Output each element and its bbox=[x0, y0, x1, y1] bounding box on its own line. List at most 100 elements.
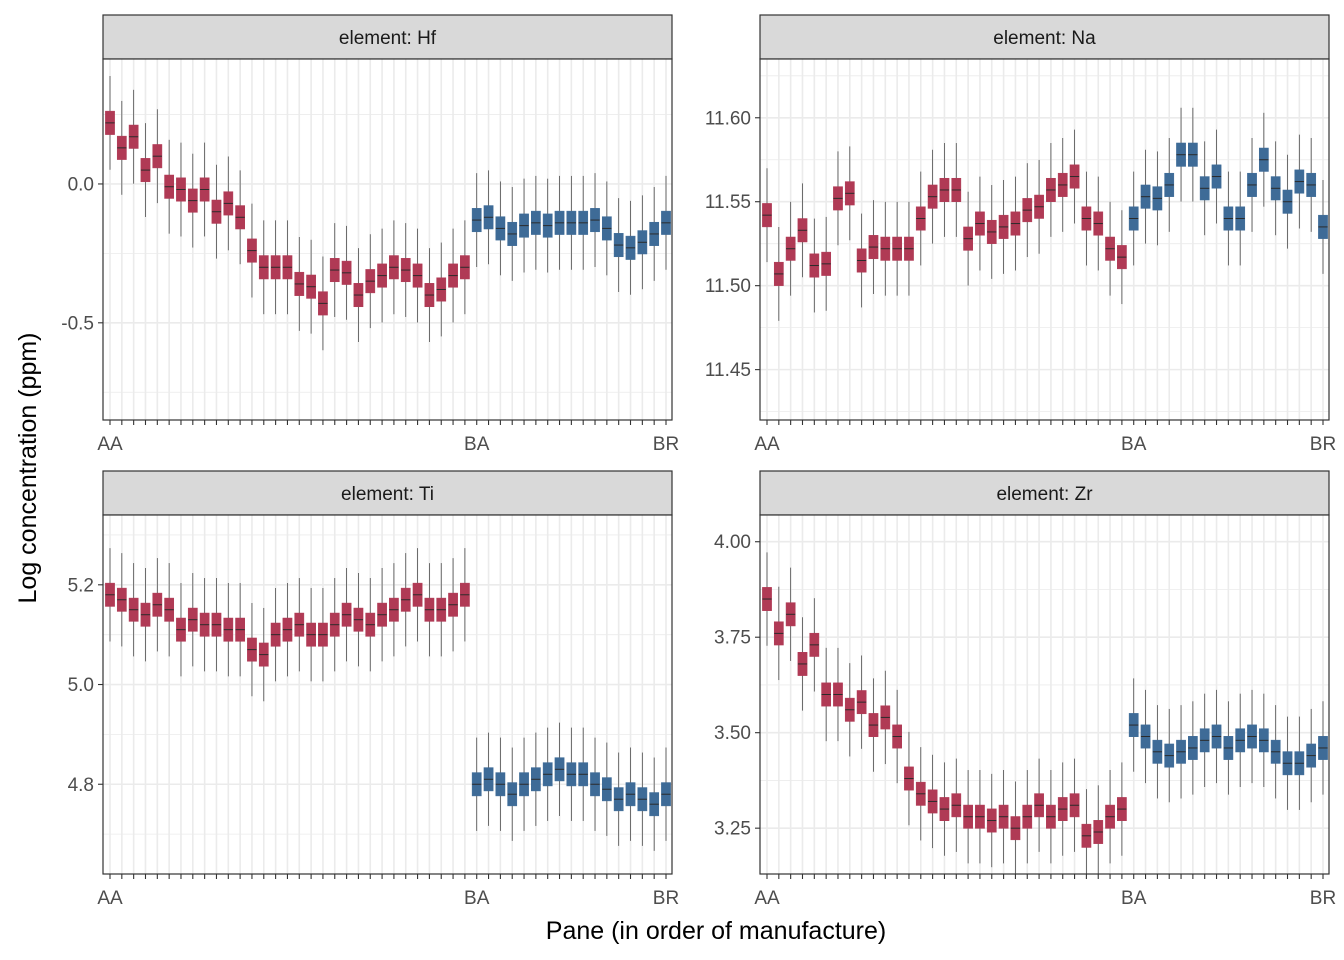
box-47 bbox=[1318, 179, 1328, 274]
box-5 bbox=[821, 647, 832, 742]
box-13 bbox=[915, 171, 926, 266]
box-29 bbox=[448, 558, 458, 652]
x-axis: AA BA BR bbox=[97, 420, 679, 455]
box-44 bbox=[625, 200, 636, 295]
panels: element: Hf 0.0 -0.5 AA BA BR element: Na 11.60… bbox=[61, 14, 1336, 909]
box-21 bbox=[353, 248, 364, 342]
box-5 bbox=[821, 216, 832, 311]
box-17 bbox=[306, 587, 316, 682]
box-14 bbox=[270, 587, 281, 682]
box-16 bbox=[951, 143, 962, 237]
box-39 bbox=[566, 727, 577, 821]
y-tick-label: -0.5 bbox=[61, 313, 94, 334]
box-35 bbox=[519, 737, 529, 831]
panel-ti: element: Ti 5.2 5.0 4.8 AA BA BR bbox=[68, 470, 679, 909]
box-44 bbox=[625, 747, 636, 841]
box-45 bbox=[1294, 716, 1305, 810]
box-39 bbox=[566, 175, 577, 270]
box-31 bbox=[471, 173, 482, 267]
box-33 bbox=[1152, 705, 1163, 799]
box-9 bbox=[211, 578, 222, 672]
box-40 bbox=[578, 727, 589, 821]
box-41 bbox=[1247, 689, 1257, 784]
y-tick-label: 0.0 bbox=[68, 174, 94, 195]
box-33 bbox=[1152, 151, 1163, 246]
box-3 bbox=[797, 183, 808, 278]
box-37 bbox=[1199, 141, 1210, 236]
box-13 bbox=[258, 607, 269, 702]
box-32 bbox=[483, 732, 494, 826]
box-1 bbox=[116, 100, 127, 195]
box-26 bbox=[1069, 129, 1080, 224]
plot-background bbox=[103, 515, 672, 874]
x-axis-title: Pane (in order of manufacture) bbox=[546, 917, 886, 945]
box-23 bbox=[377, 568, 387, 662]
box-4 bbox=[809, 598, 820, 692]
box-24 bbox=[389, 220, 399, 315]
box-43 bbox=[1270, 705, 1281, 799]
box-37 bbox=[542, 727, 553, 821]
box-23 bbox=[1034, 758, 1044, 852]
y-tick-label: 11.55 bbox=[705, 192, 751, 213]
box-14 bbox=[927, 149, 938, 244]
box-10 bbox=[880, 670, 891, 765]
box-38 bbox=[554, 175, 565, 270]
plot-background bbox=[103, 59, 672, 420]
box-12 bbox=[247, 203, 257, 298]
box-38 bbox=[554, 722, 565, 816]
strip-header bbox=[102, 14, 673, 60]
y-tick-label: 4.8 bbox=[68, 775, 94, 796]
box-10 bbox=[223, 156, 234, 251]
box-19 bbox=[986, 773, 997, 868]
box-11 bbox=[892, 201, 902, 296]
box-18 bbox=[975, 770, 985, 864]
box-2 bbox=[785, 567, 796, 661]
box-42 bbox=[1258, 112, 1269, 207]
box-33 bbox=[495, 181, 506, 276]
box-0 bbox=[105, 75, 115, 170]
box-21 bbox=[1010, 176, 1021, 271]
box-25 bbox=[1057, 138, 1068, 232]
box-12 bbox=[904, 731, 914, 826]
y-tick-label: 3.75 bbox=[714, 628, 751, 649]
x-tick-label: BR bbox=[653, 434, 679, 455]
box-20 bbox=[341, 225, 352, 320]
box-44 bbox=[1282, 154, 1293, 249]
box-20 bbox=[998, 179, 1009, 274]
box-24 bbox=[389, 563, 399, 657]
box-4 bbox=[152, 558, 163, 652]
box-8 bbox=[199, 142, 210, 237]
x-tick-label: AA bbox=[754, 434, 780, 455]
box-11 bbox=[235, 583, 245, 677]
box-46 bbox=[649, 757, 660, 851]
box-35 bbox=[1176, 705, 1186, 799]
box-15 bbox=[282, 220, 293, 315]
box-38 bbox=[1211, 129, 1222, 224]
box-26 bbox=[412, 548, 423, 642]
box-23 bbox=[1034, 159, 1044, 254]
boxes bbox=[762, 107, 1328, 321]
x-axis: AA BA BR bbox=[754, 874, 1336, 909]
box-22 bbox=[1022, 163, 1033, 258]
x-tick-label: BR bbox=[653, 888, 679, 909]
box-11 bbox=[892, 689, 902, 784]
y-tick-label: 11.50 bbox=[705, 276, 751, 297]
box-41 bbox=[590, 737, 600, 831]
box-21 bbox=[353, 573, 364, 667]
box-36 bbox=[1188, 107, 1198, 202]
box-36 bbox=[531, 732, 541, 826]
box-8 bbox=[199, 578, 210, 672]
box-45 bbox=[637, 752, 648, 846]
panel-border bbox=[102, 514, 673, 875]
box-21 bbox=[1010, 781, 1021, 874]
y-tick-label: 4.00 bbox=[714, 532, 751, 553]
box-8 bbox=[856, 655, 867, 749]
box-16 bbox=[951, 758, 962, 852]
x-tick-label: BA bbox=[464, 434, 490, 455]
box-12 bbox=[247, 602, 257, 697]
box-29 bbox=[1105, 201, 1115, 296]
box-30 bbox=[460, 548, 470, 642]
x-tick-label: BA bbox=[1121, 888, 1147, 909]
box-1 bbox=[773, 226, 784, 321]
